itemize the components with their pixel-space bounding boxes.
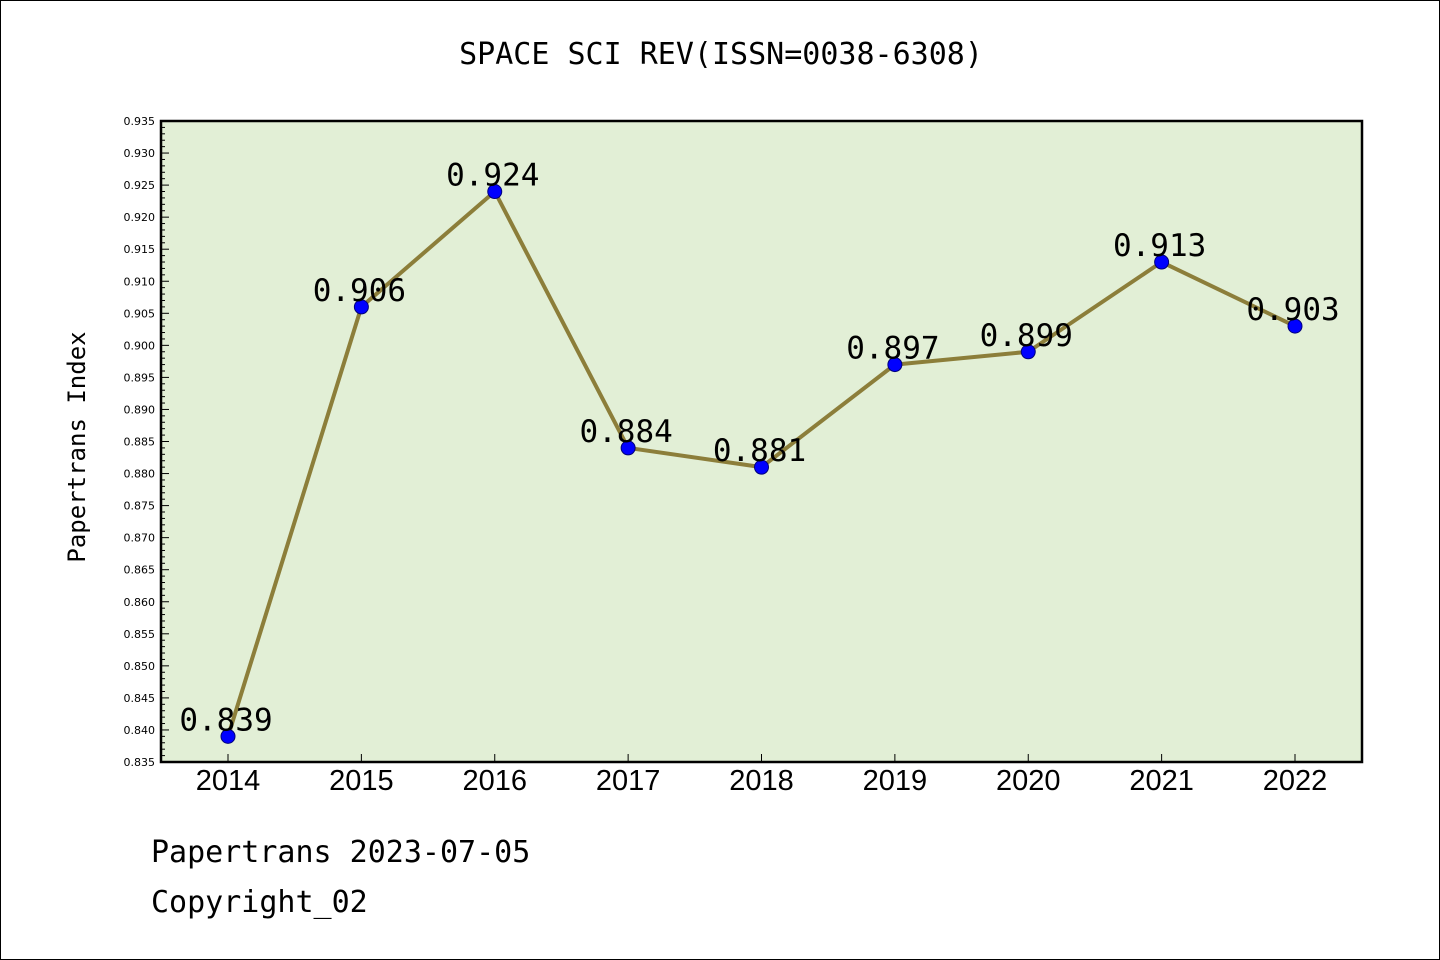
y-tick-label: 0.875 bbox=[124, 500, 156, 513]
data-point bbox=[754, 459, 769, 475]
y-tick-label: 0.835 bbox=[124, 756, 156, 769]
x-tick-label: 2019 bbox=[863, 765, 928, 797]
y-tick-label: 0.855 bbox=[124, 628, 156, 641]
y-tick-label: 0.840 bbox=[124, 724, 156, 737]
x-tick-label: 2017 bbox=[596, 765, 661, 797]
data-point bbox=[1287, 318, 1303, 334]
x-tick-label: 2014 bbox=[196, 765, 261, 797]
y-tick-label: 0.865 bbox=[124, 564, 156, 577]
data-label: 0.924 bbox=[446, 158, 539, 194]
y-tick-label: 0.930 bbox=[124, 147, 156, 160]
y-tick-label: 0.890 bbox=[124, 403, 156, 416]
y-tick-label: 0.925 bbox=[124, 179, 156, 192]
y-tick-label: 0.915 bbox=[124, 243, 156, 256]
x-tick-label: 2015 bbox=[329, 765, 394, 797]
y-tick-label: 0.850 bbox=[124, 660, 156, 673]
x-tick-label: 2020 bbox=[996, 765, 1061, 797]
y-tick-label: 0.900 bbox=[124, 339, 156, 352]
data-point bbox=[1154, 254, 1170, 270]
data-label: 0.903 bbox=[1246, 292, 1339, 328]
y-tick-label: 0.920 bbox=[124, 211, 156, 224]
chart-title: SPACE SCI REV(ISSN=0038-6308) bbox=[459, 37, 983, 72]
data-point bbox=[620, 440, 636, 456]
y-tick-label: 0.895 bbox=[124, 371, 156, 384]
data-point bbox=[1020, 344, 1036, 360]
y-tick-label: 0.845 bbox=[124, 692, 156, 705]
y-tick-label: 0.870 bbox=[124, 532, 156, 545]
y-tick-label: 0.860 bbox=[124, 596, 156, 609]
plot-area bbox=[161, 121, 1362, 762]
footer-copyright: Copyright_02 bbox=[151, 885, 368, 920]
data-label: 0.899 bbox=[980, 318, 1073, 354]
x-tick-label: 2021 bbox=[1129, 765, 1194, 797]
y-tick-label: 0.885 bbox=[124, 436, 156, 449]
y-tick-label: 0.880 bbox=[124, 468, 156, 481]
data-label: 0.881 bbox=[713, 433, 806, 469]
data-point bbox=[487, 184, 503, 200]
x-tick-label: 2022 bbox=[1263, 765, 1328, 797]
plot-border bbox=[159, 119, 1364, 764]
footer-date-line: Papertrans 2023-07-05 bbox=[151, 835, 531, 870]
data-point bbox=[887, 357, 903, 373]
y-tick-label: 0.910 bbox=[124, 275, 156, 288]
x-tick-label: 2016 bbox=[462, 765, 527, 797]
data-label: 0.897 bbox=[846, 331, 939, 367]
data-label: 0.913 bbox=[1113, 228, 1206, 264]
data-point bbox=[220, 728, 236, 744]
y-tick-label: 0.935 bbox=[124, 115, 156, 128]
x-tick-label: 2018 bbox=[729, 765, 794, 797]
data-label: 0.839 bbox=[179, 702, 272, 738]
data-point bbox=[353, 299, 369, 315]
data-label: 0.884 bbox=[579, 414, 672, 450]
y-tick-label: 0.905 bbox=[124, 307, 156, 320]
data-label: 0.906 bbox=[313, 273, 406, 309]
